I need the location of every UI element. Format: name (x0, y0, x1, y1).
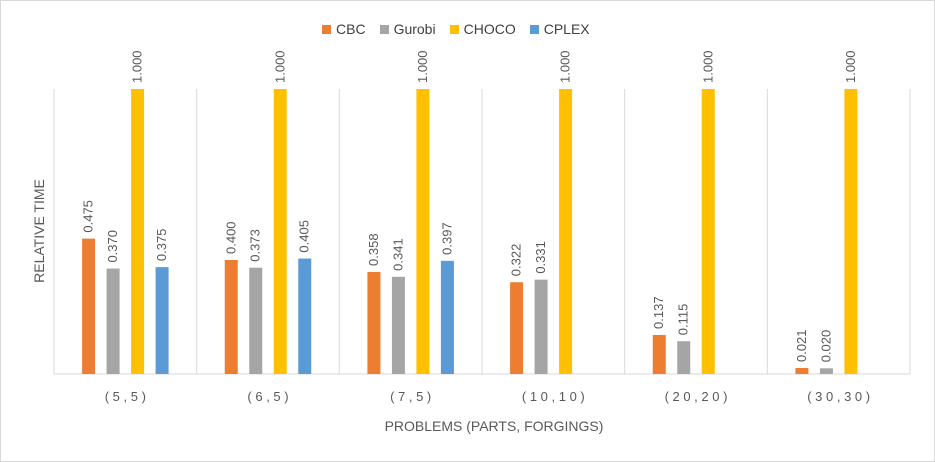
bar-cplex-0 (155, 267, 169, 374)
data-label-cbc-3: 0.322 (509, 244, 524, 277)
legend-item-gurobi: Gurobi (379, 21, 436, 37)
bar-gurobi-4 (677, 341, 691, 374)
bar-cbc-0 (82, 238, 96, 374)
bar-choco-3 (559, 89, 573, 374)
data-label-choco-4: 1.000 (700, 50, 715, 83)
x-tick-label-3: ( 1 0 , 1 0 ) (522, 389, 585, 404)
bar-cbc-1 (224, 260, 238, 374)
legend-swatch-cplex (529, 24, 539, 34)
legend-swatch-choco (449, 24, 459, 34)
bar-gurobi-0 (106, 268, 120, 374)
data-label-gurobi-4: 0.115 (676, 304, 691, 336)
bar-cbc-5 (795, 368, 809, 374)
x-tick-label-2: ( 7 , 5 ) (390, 389, 431, 404)
x-tick-label-0: ( 5 , 5 ) (105, 389, 146, 404)
data-label-choco-5: 1.000 (843, 50, 858, 83)
bar-cbc-2 (367, 271, 381, 374)
bar-choco-0 (131, 89, 145, 374)
x-tick-label-4: ( 2 0 , 2 0 ) (665, 389, 728, 404)
bar-gurobi-2 (391, 276, 405, 374)
legend-swatch-cbc (322, 24, 331, 34)
data-label-choco-3: 1.000 (558, 50, 573, 83)
x-tick-label-5: ( 3 0 , 3 0 ) (807, 389, 870, 404)
legend-label-cplex: CPLEX (543, 21, 590, 37)
data-label-cbc-2: 0.358 (366, 233, 381, 266)
data-label-cplex-0: 0.375 (154, 229, 169, 262)
data-label-cbc-0: 0.475 (81, 200, 96, 233)
legend-swatch-gurobi (379, 24, 389, 34)
bar-gurobi-1 (249, 267, 263, 374)
legend-item-cplex: CPLEX (529, 21, 590, 37)
data-label-gurobi-5: 0.020 (818, 330, 833, 363)
bar-gurobi-5 (819, 368, 833, 374)
legend: CBC Gurobi CHOCO CPLEX (322, 21, 604, 37)
data-label-cbc-1: 0.400 (223, 221, 238, 254)
legend-label-choco: CHOCO (463, 21, 516, 37)
bar-choco-1 (273, 89, 287, 374)
data-label-cplex-2: 0.397 (439, 222, 454, 255)
legend-item-cbc: CBC (322, 21, 366, 37)
data-label-cbc-4: 0.137 (651, 296, 666, 329)
bar-cbc-4 (652, 334, 666, 374)
data-label-cbc-5: 0.021 (794, 329, 809, 362)
bar-cplex-2 (440, 260, 454, 374)
legend-label-cbc: CBC (336, 21, 366, 37)
data-label-cplex-1: 0.405 (297, 220, 312, 253)
data-label-gurobi-0: 0.370 (105, 230, 120, 263)
data-label-gurobi-3: 0.331 (533, 241, 548, 274)
legend-label-gurobi: Gurobi (393, 21, 436, 37)
x-axis-title: PROBLEMS (PARTS, FORGINGS) (385, 418, 604, 434)
bar-choco-2 (416, 89, 430, 374)
y-axis-title: RELATIVE TIME (31, 179, 47, 283)
bar-cplex-1 (298, 258, 312, 374)
bar-choco-4 (701, 89, 715, 374)
data-label-choco-1: 1.000 (272, 50, 287, 83)
x-tick-label-1: ( 6 , 5 ) (247, 389, 288, 404)
bar-cbc-3 (510, 282, 524, 374)
legend-item-choco: CHOCO (449, 21, 516, 37)
bar-choco-5 (844, 89, 858, 374)
data-label-choco-0: 1.000 (130, 50, 145, 83)
data-label-gurobi-1: 0.373 (248, 229, 263, 262)
data-label-choco-2: 1.000 (415, 50, 430, 83)
bar-gurobi-3 (534, 279, 548, 374)
data-label-gurobi-2: 0.341 (390, 238, 405, 271)
